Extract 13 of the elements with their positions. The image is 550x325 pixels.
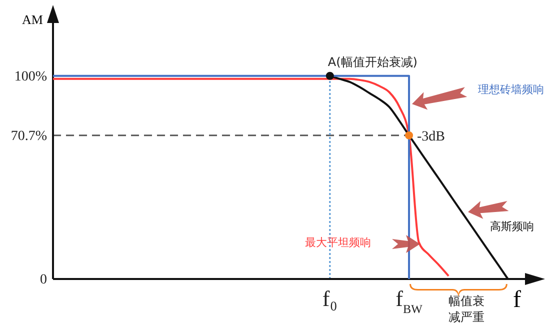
y-axis-title: AM [22,12,44,27]
annotation: A(幅值开始衰减) [328,54,418,69]
x-tick-label: f$_{BW}$ [396,286,424,316]
y-tick-label: 100% [14,69,48,84]
annotation: -3dB [417,129,446,144]
series-label: 高斯频响 [490,220,534,233]
x-axis-title: f [513,287,521,313]
x-tick-label: f₀ [322,286,338,311]
y-tick-label: 0 [40,272,47,288]
text: 理想砖墙频响 [478,83,544,96]
text: 最大平坦频响 [305,236,371,249]
text: 幅值衰减严重 [448,294,484,324]
y-tick-label: 70.7% [10,128,48,144]
